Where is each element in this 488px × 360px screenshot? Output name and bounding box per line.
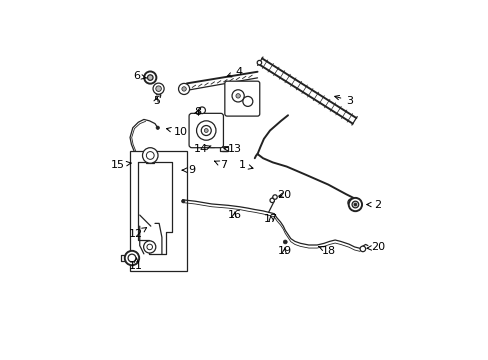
Text: 17: 17 [264, 214, 278, 224]
Text: 3: 3 [334, 95, 352, 105]
Circle shape [348, 198, 361, 211]
FancyBboxPatch shape [189, 113, 223, 148]
Text: 2: 2 [366, 199, 380, 210]
Text: 20: 20 [366, 243, 384, 252]
Text: 15: 15 [111, 159, 131, 170]
Circle shape [272, 195, 277, 199]
Circle shape [146, 244, 152, 250]
Circle shape [353, 203, 356, 206]
Circle shape [196, 121, 216, 140]
Text: 1: 1 [239, 160, 252, 170]
Circle shape [201, 126, 211, 135]
Circle shape [142, 148, 158, 163]
Circle shape [153, 83, 164, 94]
Text: 5: 5 [153, 96, 160, 105]
Circle shape [181, 199, 184, 203]
FancyBboxPatch shape [224, 81, 259, 116]
Text: 14: 14 [194, 144, 210, 154]
Text: 12: 12 [129, 228, 146, 239]
Circle shape [204, 129, 208, 132]
Circle shape [156, 126, 159, 129]
Circle shape [359, 246, 365, 252]
Text: 20: 20 [277, 190, 291, 200]
Circle shape [347, 199, 355, 207]
Circle shape [156, 86, 161, 91]
Text: 6: 6 [133, 71, 146, 81]
Circle shape [269, 198, 274, 203]
Circle shape [351, 201, 358, 208]
Text: 19: 19 [277, 246, 291, 256]
Circle shape [178, 84, 189, 94]
Text: 13: 13 [224, 144, 242, 154]
Circle shape [144, 72, 156, 84]
Text: 16: 16 [227, 210, 241, 220]
Text: 9: 9 [182, 165, 195, 175]
Circle shape [124, 251, 139, 265]
Text: 4: 4 [226, 67, 243, 77]
Circle shape [243, 96, 252, 107]
Text: 7: 7 [214, 160, 227, 170]
Bar [130, 151, 186, 270]
Circle shape [143, 241, 156, 253]
Circle shape [257, 60, 261, 65]
Circle shape [182, 87, 186, 91]
Text: 11: 11 [129, 258, 143, 271]
Circle shape [128, 254, 136, 262]
Circle shape [146, 152, 154, 159]
Text: 10: 10 [166, 127, 187, 137]
Text: 18: 18 [318, 246, 335, 256]
Circle shape [147, 75, 153, 80]
Text: 8: 8 [194, 107, 201, 117]
Circle shape [283, 240, 286, 244]
Circle shape [235, 94, 240, 98]
Circle shape [198, 107, 205, 114]
Circle shape [232, 90, 244, 102]
